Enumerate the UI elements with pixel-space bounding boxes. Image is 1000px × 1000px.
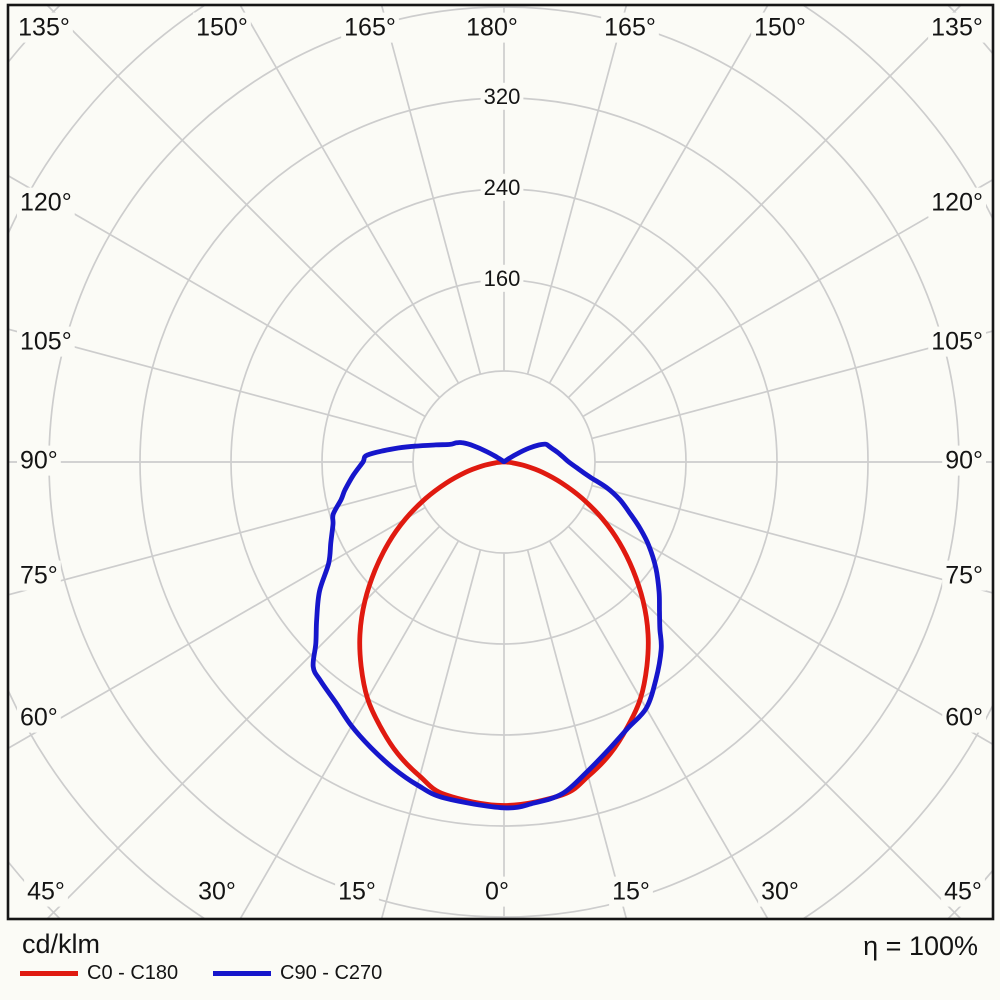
grid-spoke	[591, 330, 993, 440]
angle-label-left: 60°	[20, 704, 58, 732]
angle-label-bottom: 45°	[27, 878, 65, 906]
angle-label-top: 135°	[18, 14, 70, 42]
grid-spoke	[8, 484, 417, 596]
grid-spoke	[8, 506, 426, 750]
angle-label-top: 135°	[931, 14, 983, 42]
angle-label-right: 120°	[931, 189, 983, 217]
legend-line-blue	[213, 971, 271, 976]
label-backplate	[17, 702, 61, 733]
label-backplate	[480, 82, 524, 110]
grid-spoke	[548, 5, 769, 384]
angle-label-left: 75°	[20, 562, 58, 590]
angle-label-bottom: 30°	[761, 878, 799, 906]
radial-tick-label: 160	[484, 266, 521, 291]
label-backplate	[17, 560, 61, 591]
curve-c90-c270	[310, 440, 664, 811]
angle-label-top: 150°	[196, 14, 248, 42]
angle-label-right: 75°	[945, 562, 983, 590]
radial-tick-label: 320	[484, 84, 521, 109]
grid-spoke	[380, 5, 482, 375]
label-backplate	[928, 187, 986, 218]
angle-label-left: 90°	[20, 447, 58, 475]
label-backplate	[17, 445, 61, 476]
label-backplate	[601, 12, 659, 43]
grid-spoke	[239, 540, 460, 919]
grid-spoke	[548, 540, 769, 919]
efficiency-label: η = 100%	[863, 931, 978, 961]
intensity-curves	[310, 440, 664, 811]
label-backplate	[24, 876, 68, 907]
label-backplate	[928, 326, 986, 357]
label-backplate	[193, 12, 251, 43]
angle-label-bottom: 15°	[612, 878, 650, 906]
legend-item-c0-c180: C0 - C180	[20, 962, 178, 985]
angle-label-left: 105°	[20, 328, 72, 356]
angle-label-right: 90°	[945, 447, 983, 475]
label-backplate	[482, 876, 512, 907]
legend-line-red	[20, 971, 78, 976]
angle-label-bottom: 30°	[198, 878, 236, 906]
angle-label-top: 165°	[604, 14, 656, 42]
angle-label-top: 165°	[344, 14, 396, 42]
label-backplate	[942, 560, 986, 591]
label-backplate	[942, 445, 986, 476]
grid-spoke	[526, 549, 628, 919]
radial-tick-label: 240	[484, 175, 521, 200]
label-backplate	[942, 702, 986, 733]
grid-spoke	[380, 549, 482, 919]
label-backplate	[335, 876, 379, 907]
legend-label-c0-c180: C0 - C180	[87, 962, 179, 984]
angle-label-top: 180°	[466, 14, 518, 42]
grid-spoke	[591, 484, 993, 594]
angle-label-right: 60°	[945, 704, 983, 732]
label-backplate	[480, 173, 524, 201]
label-backplate	[195, 876, 239, 907]
grid-spoke	[526, 5, 628, 375]
grid-spoke	[8, 328, 417, 440]
label-backplate	[17, 187, 75, 218]
legend-item-c90-c270: C90 - C270	[213, 962, 382, 985]
label-backplate	[15, 12, 73, 43]
grid-spoke	[582, 178, 993, 418]
angle-label-bottom: 15°	[338, 878, 376, 906]
angle-label-left: 120°	[20, 189, 72, 217]
angle-label-right: 105°	[931, 328, 983, 356]
angle-label-top: 150°	[754, 14, 806, 42]
label-backplate	[928, 12, 986, 43]
label-backplate	[941, 876, 985, 907]
label-backplate	[17, 326, 75, 357]
plot-border	[6, 3, 995, 921]
label-backplate	[758, 876, 802, 907]
grid-spoke	[8, 174, 426, 418]
label-backplate	[751, 12, 809, 43]
label-backplate	[609, 876, 653, 907]
grid-spoke	[239, 5, 460, 384]
label-backplate	[463, 12, 521, 43]
grid-spoke	[582, 506, 993, 746]
units-label: cd/klm	[22, 929, 101, 959]
angle-label-bottom: 0°	[485, 878, 509, 906]
angle-label-bottom: 45°	[944, 878, 982, 906]
label-backplate	[341, 12, 399, 43]
axis-labels: 160 240 320 135° 150° 165° 180° 165° 150° 135° 45°…	[15, 12, 986, 907]
label-backplate	[480, 264, 524, 292]
legend-label-c90-c270: C90 - C270	[280, 962, 383, 984]
